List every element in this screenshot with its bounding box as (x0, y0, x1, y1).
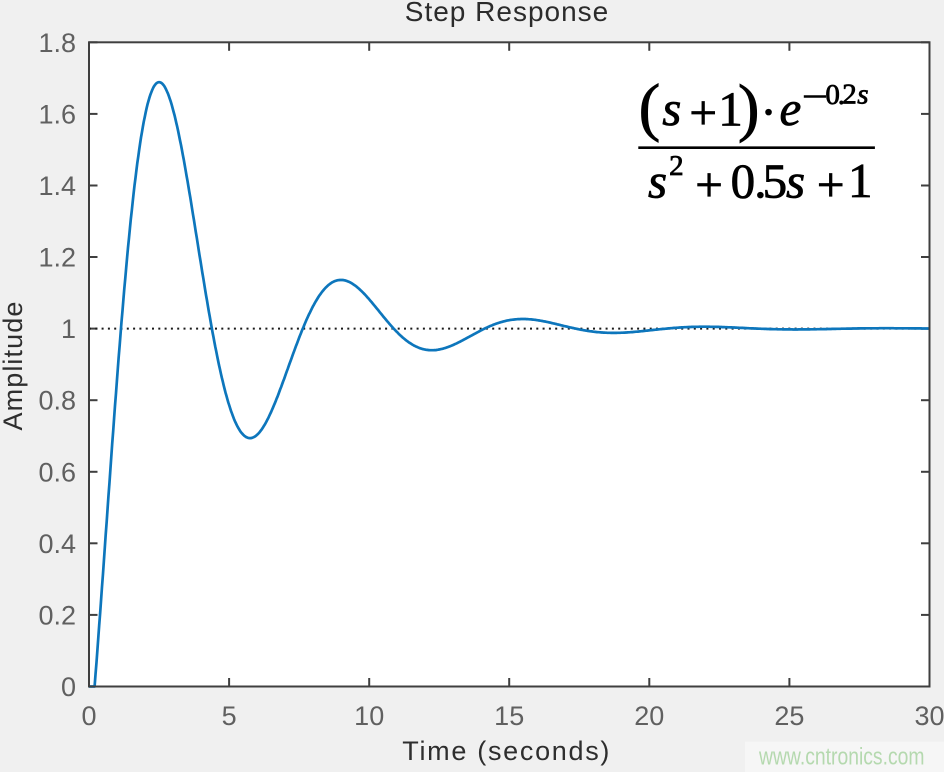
svg-text:0.6: 0.6 (38, 457, 76, 487)
svg-text:1: 1 (848, 153, 873, 208)
svg-text:2: 2 (842, 79, 857, 111)
svg-text:s: s (857, 79, 868, 111)
svg-text:e: e (780, 81, 802, 136)
svg-text:15: 15 (494, 701, 524, 731)
svg-text:1: 1 (718, 82, 743, 137)
svg-text:0.8: 0.8 (38, 386, 76, 416)
svg-text:1.4: 1.4 (38, 171, 76, 201)
svg-text:1.6: 1.6 (38, 99, 76, 129)
svg-text:Time (seconds): Time (seconds) (402, 736, 611, 766)
svg-text:·: · (760, 84, 776, 139)
svg-text:0: 0 (81, 701, 96, 731)
svg-text:0: 0 (825, 79, 840, 111)
svg-text:20: 20 (634, 701, 664, 731)
svg-text:30: 30 (914, 701, 944, 731)
svg-text:0.4: 0.4 (38, 529, 76, 559)
svg-text:2: 2 (669, 150, 684, 182)
svg-text:5: 5 (763, 154, 788, 209)
svg-text:): ) (738, 72, 760, 144)
svg-text:+: + (689, 85, 717, 140)
svg-text:s: s (648, 154, 667, 209)
svg-text:0: 0 (731, 154, 756, 209)
svg-text:Amplitude: Amplitude (0, 301, 28, 431)
svg-text:s: s (786, 154, 805, 209)
svg-text:1: 1 (61, 314, 76, 344)
svg-text:.: . (838, 79, 845, 111)
svg-text:(: ( (639, 71, 661, 143)
svg-text:.: . (754, 154, 766, 209)
svg-text:1.8: 1.8 (38, 28, 76, 58)
svg-text:Step Response: Step Response (405, 0, 609, 27)
svg-text:0.2: 0.2 (38, 600, 76, 630)
svg-text:+: + (695, 157, 723, 212)
svg-text:1.2: 1.2 (38, 243, 76, 273)
svg-text:0: 0 (61, 672, 76, 702)
svg-text:+: + (817, 157, 845, 212)
svg-text:www.cntronics.com: www.cntronics.com (758, 744, 924, 771)
svg-text:s: s (662, 81, 681, 136)
svg-text:10: 10 (354, 701, 384, 731)
svg-text:5: 5 (222, 701, 237, 731)
svg-text:25: 25 (774, 701, 804, 731)
